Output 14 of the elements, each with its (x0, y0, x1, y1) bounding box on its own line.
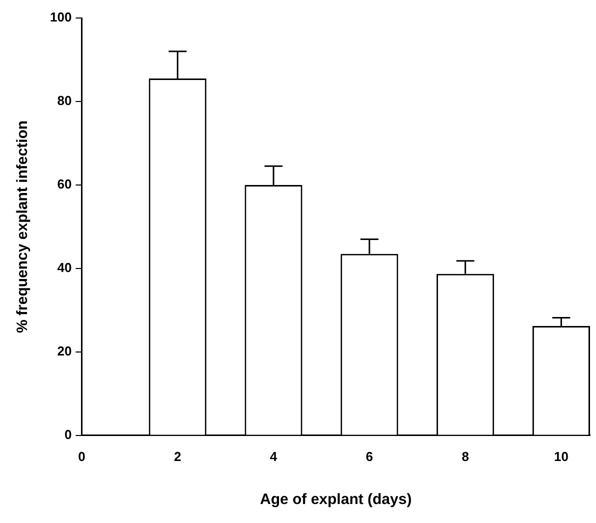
x-tick-label: 0 (78, 448, 86, 464)
x-tick-label: 10 (554, 448, 568, 464)
x-tick-label: 2 (174, 448, 182, 464)
y-tick-label: 0 (64, 426, 72, 442)
x-tick-label: 4 (270, 448, 278, 464)
y-tick-label: 80 (57, 93, 72, 108)
y-tick-label: 20 (57, 344, 72, 358)
y-tick-label: 40 (57, 260, 72, 276)
y-axis-title: % frequency explant infection (14, 120, 32, 333)
x-axis-title: Age of explant (days) (260, 491, 412, 508)
x-tick-label: 6 (366, 448, 374, 464)
y-tick-label: 60 (57, 176, 72, 192)
x-tick-label: 8 (462, 448, 469, 464)
y-tick-label: 100 (50, 10, 72, 25)
